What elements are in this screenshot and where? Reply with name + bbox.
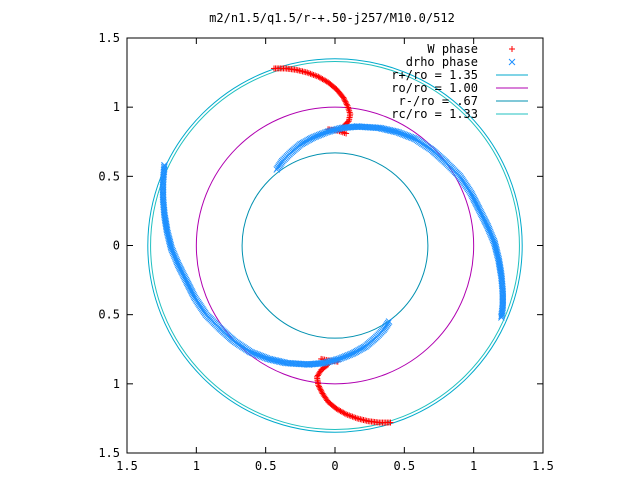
legend-label: W phase [427, 42, 478, 56]
legend-label: r-/ro = .67 [399, 94, 478, 108]
x-tick-label-4: 0.5 [393, 459, 415, 473]
legend-entry-3: ro/ro = 1.00 [391, 81, 528, 95]
legend-marker-sample [508, 58, 516, 66]
x-tick-label-6: 1.5 [532, 459, 554, 473]
chart-title: m2/n1.5/q1.5/r-+.50-j257/M10.0/512 [209, 11, 455, 25]
y-tick-label-3: 0 [113, 239, 120, 253]
legend-entry-2: r+/ro = 1.35 [391, 68, 528, 82]
reference-circles [147, 58, 523, 433]
series-1-segment-1 [353, 123, 507, 321]
axis-ticks: 1.5 1 0.5 0 0.5 1 1.51.510.500.511.5 [98, 31, 554, 473]
data-markers [159, 65, 507, 426]
x-tick-label-2: 0.5 [255, 459, 277, 473]
circle-1 [195, 106, 475, 385]
y-tick-label-1: 1 [113, 377, 120, 391]
y-tick-label-4: 0.5 [98, 169, 120, 183]
x-tick-label-3: 0 [331, 459, 338, 473]
y-tick-label-2: 0.5 [98, 308, 120, 322]
series-0-segment-1 [313, 361, 394, 426]
legend-entry-4: r-/ro = .67 [399, 94, 528, 108]
y-tick-label-0: 1.5 [98, 446, 120, 460]
y-tick-label-6: 1.5 [98, 31, 120, 45]
legend-label: ro/ro = 1.00 [391, 81, 478, 95]
legend-label: rc/ro = 1.33 [391, 107, 478, 121]
circle-3 [150, 61, 520, 430]
legend-label: r+/ro = 1.35 [391, 68, 478, 82]
legend-entry-0: W phase [427, 42, 515, 56]
circle-0 [147, 58, 523, 433]
legend-entry-5: rc/ro = 1.33 [391, 107, 528, 121]
legend-entry-1: drho phase [406, 55, 516, 69]
x-tick-label-5: 1 [470, 459, 477, 473]
y-tick-label-5: 1 [113, 100, 120, 114]
x-tick-label-1: 1 [193, 459, 200, 473]
circle-2 [241, 152, 429, 339]
legend-marker-sample [509, 46, 515, 52]
series-1-segment-2 [305, 318, 393, 368]
x-tick-label-0: 1.5 [116, 459, 138, 473]
series-1-segment-3 [159, 161, 313, 368]
legend-label: drho phase [406, 55, 478, 69]
